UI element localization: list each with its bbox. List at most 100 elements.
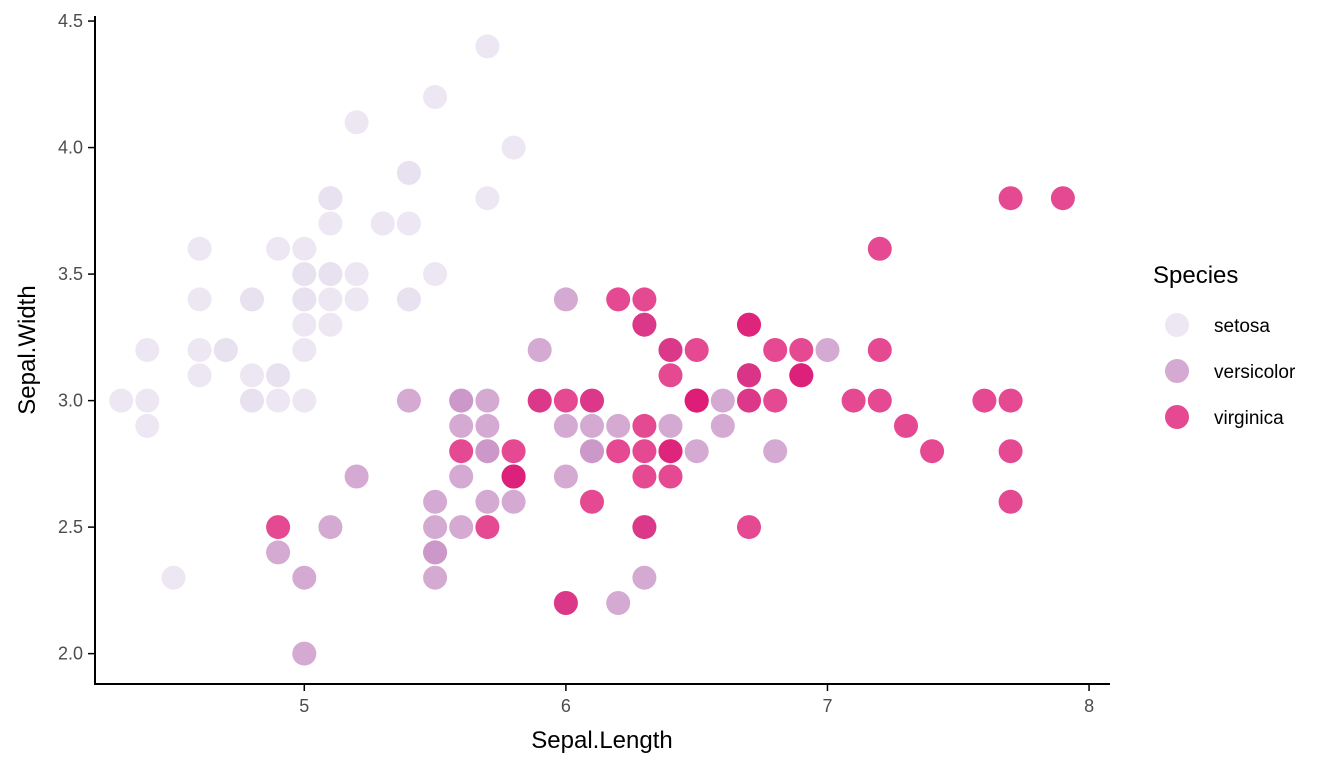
y-tick-label-3: 3.5 (58, 264, 83, 284)
point-virginica-21 (449, 439, 474, 464)
point-setosa-36 (423, 262, 448, 287)
point-versicolor-8 (710, 413, 735, 438)
point-virginica-31 (1050, 186, 1075, 211)
point-setosa-43 (292, 262, 317, 287)
point-versicolor-42 (501, 489, 526, 514)
legend-item-setosa: setosa (1165, 313, 1270, 337)
ticks-layer: 5 6 7 8 2.0 2.5 3.0 3.5 4.0 4.5 (58, 11, 1094, 716)
point-virginica-35 (998, 388, 1023, 413)
point-setosa-32 (344, 110, 369, 135)
points-layer (109, 34, 1075, 666)
point-virginica-46 (632, 515, 657, 540)
point-virginica-26 (606, 439, 631, 464)
point-versicolor-38 (449, 388, 474, 413)
point-setosa-4 (292, 236, 317, 261)
point-virginica-9 (867, 236, 892, 261)
point-virginica-19 (553, 591, 578, 615)
point-virginica-25 (867, 338, 892, 362)
point-setosa-34 (266, 363, 291, 388)
point-versicolor-3 (423, 565, 448, 590)
point-setosa-10 (396, 211, 421, 236)
x-tick-label-1: 6 (561, 696, 571, 716)
point-setosa-21 (318, 211, 343, 236)
legend-item-virginica: virginica (1165, 405, 1284, 429)
point-versicolor-26 (763, 439, 788, 464)
point-versicolor-19 (449, 515, 474, 540)
point-setosa-48 (370, 211, 395, 236)
point-versicolor-35 (553, 287, 578, 312)
legend-label-virginica: virginica (1214, 408, 1284, 429)
y-tick-label-5: 4.5 (58, 11, 83, 31)
point-setosa-6 (187, 287, 212, 312)
legend-key-virginica (1165, 405, 1189, 429)
point-versicolor-23 (580, 439, 604, 464)
point-virginica-44 (737, 312, 761, 337)
point-versicolor-45 (475, 388, 500, 413)
point-versicolor-29 (475, 489, 500, 514)
point-versicolor-18 (606, 591, 631, 615)
point-virginica-37 (658, 363, 683, 388)
point-virginica-7 (894, 413, 918, 438)
legend-key-versicolor (1165, 359, 1189, 383)
y-axis-title: Sepal.Width (14, 285, 41, 414)
point-versicolor-4 (684, 439, 709, 464)
point-setosa-28 (344, 287, 369, 312)
x-axis-title: Sepal.Length (531, 727, 672, 754)
point-virginica-48 (606, 287, 631, 312)
x-tick-label-0: 5 (299, 696, 309, 716)
point-setosa-23 (318, 312, 343, 337)
point-setosa-49 (292, 312, 317, 337)
point-versicolor-7 (266, 540, 291, 565)
point-virginica-20 (789, 338, 814, 362)
point-virginica-0 (632, 312, 657, 337)
point-versicolor-48 (318, 515, 343, 540)
axes-layer (94, 16, 1110, 685)
point-setosa-37 (266, 236, 291, 261)
point-virginica-22 (998, 439, 1023, 464)
point-setosa-8 (135, 413, 160, 438)
point-virginica-8 (737, 515, 761, 540)
x-tick-label-2: 7 (822, 696, 832, 716)
point-versicolor-14 (449, 413, 474, 438)
point-setosa-45 (240, 388, 264, 413)
point-virginica-15 (658, 338, 683, 362)
point-setosa-13 (109, 388, 134, 413)
point-virginica-27 (580, 388, 604, 413)
point-setosa-22 (187, 236, 212, 261)
point-setosa-30 (240, 363, 264, 388)
y-tick-label-2: 3.0 (58, 391, 83, 411)
point-setosa-1 (266, 388, 291, 413)
point-versicolor-37 (632, 565, 657, 590)
point-virginica-49 (527, 388, 552, 413)
point-versicolor-0 (815, 338, 840, 362)
legend-title: Species (1153, 262, 1238, 289)
point-virginica-5 (972, 388, 997, 413)
point-setosa-17 (318, 262, 343, 287)
legend-label-setosa: setosa (1214, 316, 1270, 337)
point-versicolor-13 (580, 413, 604, 438)
point-setosa-47 (187, 338, 212, 362)
legend-label-versicolor: versicolor (1214, 362, 1296, 383)
point-versicolor-46 (475, 413, 500, 438)
point-setosa-42 (135, 338, 160, 362)
point-setosa-14 (501, 135, 526, 160)
point-versicolor-33 (553, 464, 578, 489)
y-tick-label-0: 2.0 (58, 644, 83, 664)
point-versicolor-9 (344, 464, 369, 489)
point-virginica-42 (501, 464, 526, 489)
point-setosa-3 (187, 363, 212, 388)
point-versicolor-39 (423, 515, 448, 540)
point-virginica-11 (658, 464, 683, 489)
point-versicolor-34 (396, 388, 421, 413)
point-setosa-18 (475, 186, 500, 211)
y-tick-label-4: 4.0 (58, 138, 83, 158)
point-virginica-38 (553, 388, 578, 413)
point-setosa-27 (344, 262, 369, 287)
point-versicolor-10 (292, 641, 317, 666)
point-versicolor-20 (527, 338, 552, 362)
point-virginica-30 (920, 439, 945, 464)
point-versicolor-31 (423, 540, 448, 565)
point-virginica-47 (684, 388, 709, 413)
point-virginica-23 (632, 464, 657, 489)
